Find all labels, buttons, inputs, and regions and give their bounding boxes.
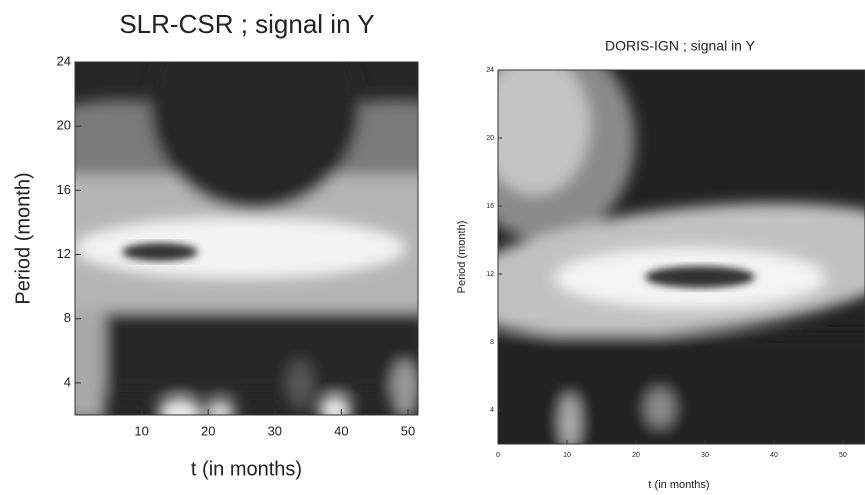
chart-title: DORIS-IGN ; signal in Y xyxy=(605,38,756,54)
x-tick-label: 20 xyxy=(632,452,640,459)
y-tick-label: 16 xyxy=(486,203,494,210)
contour-field xyxy=(498,70,865,444)
chart-title: SLR-CSR ; signal in Y xyxy=(119,9,374,39)
y-tick-label: 4 xyxy=(490,407,494,414)
y-tick-label: 24 xyxy=(57,53,71,68)
x-tick-label: 30 xyxy=(701,452,709,459)
y-tick-label: 8 xyxy=(490,339,494,346)
x-axis-label: t (in months) xyxy=(648,479,709,491)
y-tick-label: 20 xyxy=(57,118,71,133)
x-tick-label: 50 xyxy=(401,423,415,438)
x-tick-label: 0 xyxy=(496,452,500,459)
y-axis-label: Period (month) xyxy=(12,172,34,304)
plot-frame xyxy=(497,69,865,445)
x-tick-label: 30 xyxy=(268,423,282,438)
y-tick-label: 8 xyxy=(64,310,71,325)
x-tick-label: 50 xyxy=(839,452,847,459)
x-tick-label: 40 xyxy=(334,423,348,438)
y-axis-label: Period (month) xyxy=(456,221,468,294)
x-tick-label: 40 xyxy=(770,452,778,459)
plot-frame xyxy=(74,61,419,416)
x-tick-label: 10 xyxy=(563,452,571,459)
y-tick-label: 4 xyxy=(64,374,71,389)
y-tick-label: 24 xyxy=(486,67,494,74)
contour-field xyxy=(75,62,418,415)
y-tick-label: 20 xyxy=(486,135,494,142)
y-tick-label: 12 xyxy=(486,271,494,278)
x-tick-label: 20 xyxy=(201,423,215,438)
x-axis-label: t (in months) xyxy=(191,458,302,480)
x-tick-label: 10 xyxy=(134,423,148,438)
y-tick-label: 16 xyxy=(57,182,71,197)
y-tick-label: 12 xyxy=(57,246,71,261)
